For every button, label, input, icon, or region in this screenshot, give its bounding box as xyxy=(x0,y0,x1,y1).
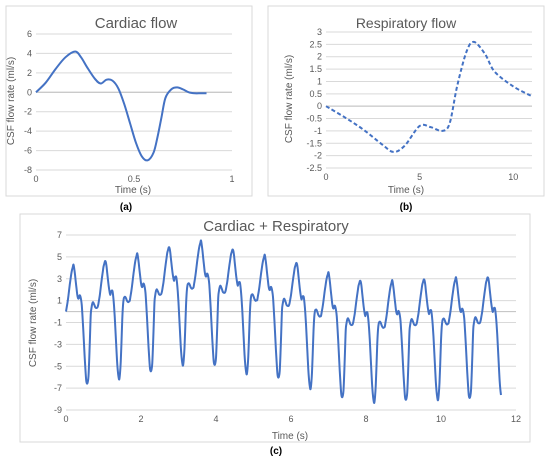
panel-b-xtick-label: 0 xyxy=(323,172,328,182)
panel-a-xtick-label: 0.5 xyxy=(128,174,141,184)
panel-c: Cardiac + Respiratory CSF flow rate (ml/… xyxy=(19,213,531,457)
panel-b-ytick-label: 2 xyxy=(317,52,322,62)
panel-a-ytick-label: 6 xyxy=(27,29,32,39)
panel-a-xlabel: Time (s) xyxy=(115,185,151,196)
panel-a-ylabel: CSF flow rate (ml/s) xyxy=(6,57,17,145)
panel-c-series-line xyxy=(65,239,502,405)
panel-c-xtick-label: 4 xyxy=(213,414,218,424)
panel-c-xtick-label: 12 xyxy=(511,414,521,424)
panel-a-xtick-label: 0 xyxy=(33,174,38,184)
panel-c-ytick-label: 5 xyxy=(57,252,62,262)
panel-a-xtick-label: 1 xyxy=(229,174,234,184)
panel-a-title: Cardiac flow xyxy=(95,15,178,32)
panel-b-ytick-label: -2 xyxy=(314,151,322,161)
panel-b: Respiratory flow CSF flow rate (ml/s) Ti… xyxy=(267,5,545,213)
panel-c-ytick-label: -1 xyxy=(54,318,62,328)
panel-a-ytick-label: -2 xyxy=(24,107,32,117)
panel-c-xlabel: Time (s) xyxy=(272,431,308,442)
panel-c-ytick-label: -3 xyxy=(54,339,62,349)
panel-c-caption: (c) xyxy=(270,446,282,457)
panel-a-ytick-label: 0 xyxy=(27,87,32,97)
panel-c-ytick-label: 7 xyxy=(57,230,62,240)
panel-c-xtick-label: 2 xyxy=(138,414,143,424)
panel-b-xtick-label: 10 xyxy=(508,172,518,182)
panel-a: Cardiac flow CSF flow rate (ml/s) Time (… xyxy=(5,5,253,213)
panel-b-ytick-label: -0.5 xyxy=(306,114,322,124)
panel-c-ytick-label: -7 xyxy=(54,383,62,393)
panel-c-ylabel: CSF flow rate (ml/s) xyxy=(28,279,39,367)
panel-c-ticks: -9 -7 -5 -3 -1 1 3 5 7 0 2 4 6 8 10 12 xyxy=(54,230,521,424)
panel-c-ytick-label: -9 xyxy=(54,405,62,415)
panel-b-ytick-label: 1.5 xyxy=(309,64,322,74)
panel-b-xlabel: Time (s) xyxy=(388,185,424,196)
panel-c-ytick-label: 1 xyxy=(57,296,62,306)
panel-b-ytick-label: 0.5 xyxy=(309,89,322,99)
panel-b-ticks: -2.5 -2 -1.5 -1 -0.5 0 0.5 1 1.5 2 2.5 3 0 5 10 xyxy=(306,27,518,182)
panel-b-ytick-label: 2.5 xyxy=(309,39,322,49)
panel-b-ytick-label: 0 xyxy=(317,101,322,111)
panel-a-ytick-label: 4 xyxy=(27,48,32,58)
panel-c-xtick-label: 8 xyxy=(363,414,368,424)
panel-c-grid xyxy=(66,234,516,411)
panel-b-xtick-label: 5 xyxy=(417,172,422,182)
panel-b-ytick-label: -1.5 xyxy=(306,138,322,148)
panel-c-ytick-label: 3 xyxy=(57,274,62,284)
panel-a-ytick-label: -8 xyxy=(24,165,32,175)
panel-b-series-line xyxy=(325,40,533,153)
panel-b-ylabel: CSF flow rate (ml/s) xyxy=(284,55,295,143)
panel-a-caption: (a) xyxy=(120,202,132,213)
panel-c-xtick-label: 6 xyxy=(288,414,293,424)
panel-b-ytick-label: -2.5 xyxy=(306,163,322,173)
panel-c-title: Cardiac + Respiratory xyxy=(203,218,349,235)
panel-b-title: Respiratory flow xyxy=(356,15,457,31)
panel-b-caption: (b) xyxy=(400,202,413,213)
panel-b-frame xyxy=(267,5,545,197)
panel-a-ytick-label: -6 xyxy=(24,146,32,156)
panel-b-ytick-label: 3 xyxy=(317,27,322,37)
panel-b-ytick-label: 1 xyxy=(317,76,322,86)
panel-a-ytick-label: 2 xyxy=(27,68,32,78)
panel-a-ticks: -8 -6 -4 -2 0 2 4 6 0 0.5 1 xyxy=(24,29,235,184)
panel-a-ytick-label: -4 xyxy=(24,126,32,136)
panel-c-xtick-label: 0 xyxy=(63,414,68,424)
panel-b-grid xyxy=(326,31,532,169)
panel-c-ytick-label: -5 xyxy=(54,361,62,371)
panel-b-ytick-label: -1 xyxy=(314,126,322,136)
panel-a-frame xyxy=(5,5,253,197)
panel-a-series-line xyxy=(35,50,207,162)
panel-c-xtick-label: 10 xyxy=(436,414,446,424)
